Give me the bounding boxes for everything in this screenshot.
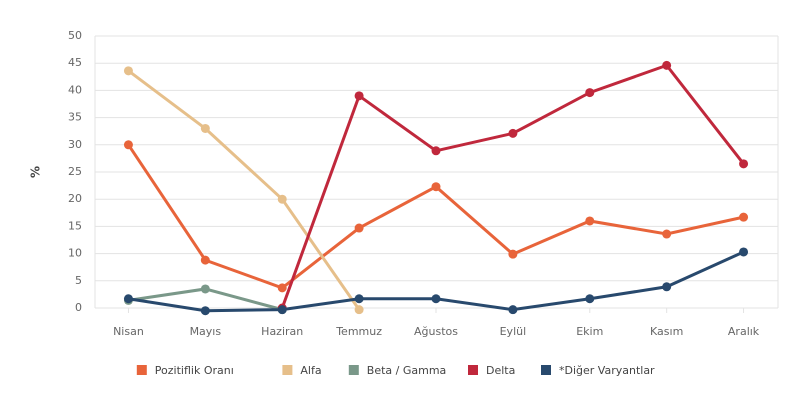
series-line bbox=[280, 63, 745, 309]
data-point bbox=[277, 283, 287, 293]
x-tick-label: Nisan bbox=[113, 325, 144, 338]
data-point bbox=[277, 305, 287, 315]
data-point bbox=[200, 284, 210, 294]
data-point bbox=[508, 128, 518, 138]
y-axis-label: % bbox=[29, 166, 43, 178]
legend-label: Beta / Gamma bbox=[367, 364, 447, 377]
legend-label: Pozitiflik Oranı bbox=[155, 364, 234, 377]
data-point bbox=[585, 294, 595, 304]
data-point bbox=[739, 159, 749, 169]
x-tick-label: Aralık bbox=[728, 325, 760, 338]
data-point bbox=[662, 229, 672, 239]
x-tick-label: Ağustos bbox=[414, 325, 458, 338]
data-point bbox=[508, 249, 518, 259]
y-tick-label: 40 bbox=[68, 83, 82, 96]
data-point bbox=[431, 182, 441, 192]
legend-label: Delta bbox=[486, 364, 515, 377]
legend-swatch bbox=[282, 365, 293, 375]
series-line bbox=[127, 143, 744, 290]
y-tick-label: 0 bbox=[75, 301, 82, 314]
y-tick-label: 30 bbox=[68, 138, 82, 151]
y-tick-label: 25 bbox=[68, 165, 82, 178]
legend-swatch bbox=[348, 365, 359, 375]
x-tick-label: Ekim bbox=[576, 325, 603, 338]
legend-swatch bbox=[468, 365, 478, 375]
data-point bbox=[200, 123, 210, 133]
x-tick-label: Haziran bbox=[261, 325, 303, 338]
x-tick-label: Mayıs bbox=[190, 325, 222, 338]
data-point bbox=[354, 294, 364, 304]
data-point bbox=[585, 88, 595, 98]
data-point bbox=[354, 223, 364, 233]
x-tick-label: Temmuz bbox=[335, 325, 382, 338]
legend-swatch bbox=[136, 365, 147, 375]
data-point bbox=[585, 216, 595, 226]
data-point bbox=[354, 305, 364, 315]
y-tick-label: 45 bbox=[68, 56, 82, 69]
y-tick-label: 20 bbox=[68, 192, 82, 205]
series-line bbox=[127, 69, 361, 311]
data-point bbox=[431, 294, 441, 304]
x-tick-label: Kasım bbox=[650, 325, 683, 338]
y-tick-label: 50 bbox=[68, 29, 82, 42]
data-point bbox=[662, 282, 672, 292]
data-point bbox=[123, 140, 133, 150]
legend-label: Alfa bbox=[300, 364, 321, 377]
data-point bbox=[431, 146, 441, 156]
legend-label: *Diğer Varyantlar bbox=[559, 364, 655, 377]
data-point bbox=[739, 247, 749, 257]
data-point bbox=[354, 91, 364, 101]
data-point bbox=[123, 66, 133, 76]
data-point bbox=[123, 294, 133, 304]
data-point bbox=[508, 305, 518, 315]
y-tick-label: 35 bbox=[68, 111, 82, 124]
data-point bbox=[200, 255, 210, 265]
x-tick-label: Eylül bbox=[500, 325, 527, 338]
y-tick-label: 10 bbox=[68, 247, 82, 260]
data-point bbox=[200, 306, 210, 316]
data-point bbox=[739, 212, 749, 222]
data-point bbox=[662, 60, 672, 70]
y-tick-label: 15 bbox=[68, 219, 82, 232]
data-point bbox=[277, 194, 287, 204]
y-tick-label: 5 bbox=[75, 274, 82, 287]
legend-swatch bbox=[541, 365, 551, 375]
